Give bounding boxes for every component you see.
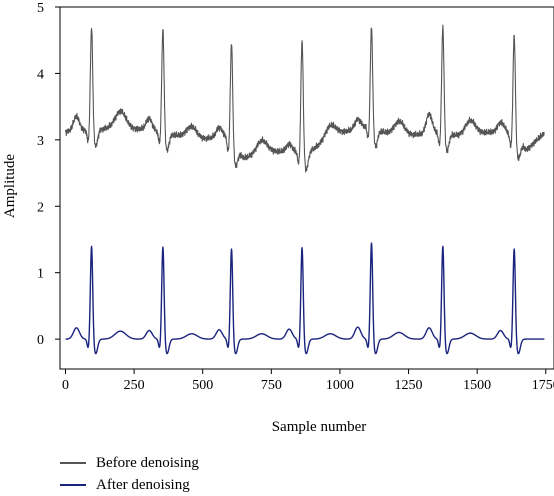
legend-item-before: Before denoising: [60, 452, 199, 474]
legend: Before denoising After denoising: [60, 452, 199, 496]
x-axis-label: Sample number: [272, 419, 367, 435]
series-line-after-denoising: [65, 242, 545, 355]
legend-item-after: After denoising: [60, 474, 199, 496]
x-tick-label: 250: [124, 378, 145, 393]
x-tick-label: 750: [261, 378, 282, 393]
x-tick-label: 1250: [395, 378, 423, 393]
legend-label-before: Before denoising: [96, 454, 199, 471]
x-tick-label: 500: [192, 378, 213, 393]
y-axis-ticks: 0 1 2 3 4 5: [37, 1, 60, 348]
x-tick-label: 1500: [463, 378, 491, 393]
x-tick-label: 1000: [326, 378, 354, 393]
legend-swatch-after: [60, 484, 86, 486]
y-tick-label: 0: [37, 333, 44, 348]
legend-swatch-before: [60, 462, 86, 464]
y-tick-label: 5: [37, 1, 44, 16]
y-tick-label: 1: [37, 267, 44, 282]
series-layer: [64, 24, 545, 355]
legend-label-after: After denoising: [96, 476, 190, 493]
series-line-before-denoising: [64, 24, 545, 173]
y-tick-label: 2: [37, 200, 44, 215]
y-axis-label: Amplitude: [2, 154, 18, 219]
x-tick-label: 0: [62, 378, 69, 393]
y-tick-label: 3: [37, 134, 44, 149]
y-tick-label: 4: [37, 67, 44, 82]
plot-area-frame: [59, 6, 554, 370]
